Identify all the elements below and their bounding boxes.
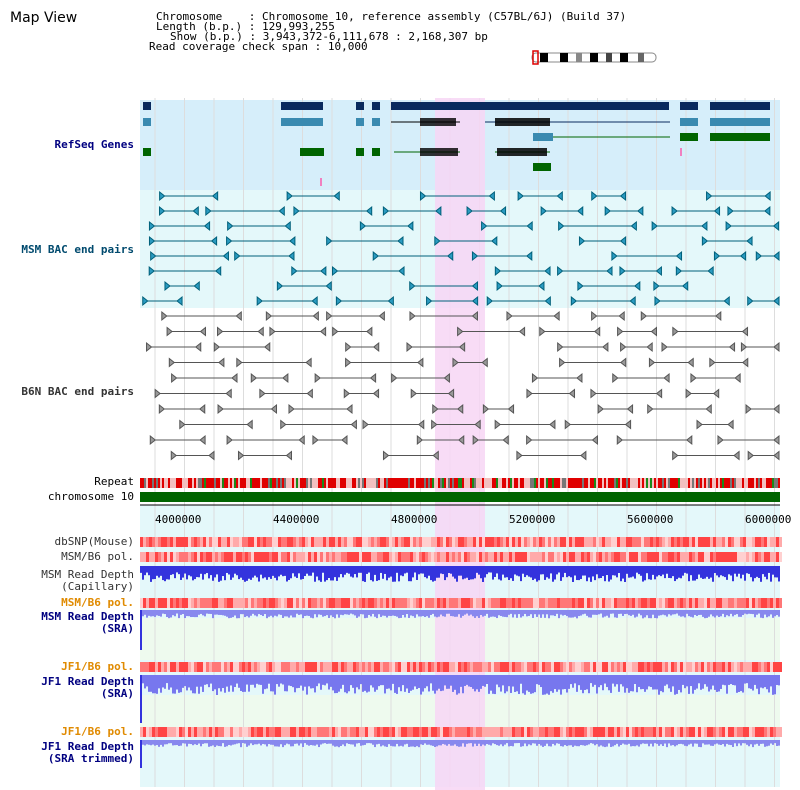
label-msm-b6-pol-1[interactable]: MSM/B6 pol. xyxy=(61,550,134,563)
label-dbsnp[interactable]: dbSNP(Mouse) xyxy=(54,535,134,548)
page-title: Map View xyxy=(10,10,78,26)
label-jf1-depth-sra-1[interactable]: JF1 Read Depth xyxy=(41,675,134,688)
label-msm-depth-sra-2: (SRA) xyxy=(100,622,134,635)
selection-highlight[interactable] xyxy=(435,98,485,790)
length-info: Length (b.p.) : 129,993,255 xyxy=(156,20,335,33)
tick-4000000: 4000000 xyxy=(155,513,201,526)
tick-6000000: 6000000 xyxy=(745,513,791,526)
chromosome-info: Chromosome : Chromosome 10, reference as… xyxy=(156,10,627,23)
length-label: Length (b.p.) xyxy=(156,20,243,33)
label-jf1-depth-sra-2: (SRA) xyxy=(100,687,134,700)
msm-bac-end-pairs[interactable] xyxy=(142,190,780,307)
length-value: 129,993,255 xyxy=(261,20,335,33)
label-msm-depth-sra-1[interactable]: MSM Read Depth xyxy=(41,610,134,623)
label-refseq[interactable]: RefSeq Genes xyxy=(54,138,134,151)
repeat-track[interactable] xyxy=(140,478,780,488)
heat-strips[interactable] xyxy=(140,537,782,737)
label-b6n-bac[interactable]: B6N BAC end pairs xyxy=(21,385,134,398)
refseq-genes[interactable] xyxy=(143,102,770,186)
b6n-bac-end-pairs[interactable] xyxy=(146,310,780,461)
label-msm-depth-cap-1[interactable]: MSM Read Depth xyxy=(41,568,134,581)
show-label: Show (b.p.) xyxy=(170,30,243,43)
label-msm-bac[interactable]: MSM BAC end pairs xyxy=(21,243,134,256)
show-info: Show (b.p.) : 3,943,372-6,111,678 : 2,16… xyxy=(170,30,488,43)
chromosome-value: Chromosome 10, reference assembly (C57BL… xyxy=(261,10,627,23)
label-repeat[interactable]: Repeat xyxy=(94,475,134,488)
tick-4800000: 4800000 xyxy=(391,513,437,526)
chromosome-ideogram[interactable] xyxy=(531,50,657,65)
label-msm-depth-cap-2: (Capillary) xyxy=(61,580,134,593)
label-jf1-depth-trim-2: (SRA trimmed) xyxy=(47,752,134,765)
label-jf1-pol-2[interactable]: JF1/B6 pol. xyxy=(61,725,134,738)
label-jf1-pol-1[interactable]: JF1/B6 pol. xyxy=(61,660,134,673)
coverage-info: Read coverage check span : 10,000 xyxy=(149,40,368,53)
label-chromosome[interactable]: chromosome 10 xyxy=(47,490,134,503)
vertical-grid xyxy=(154,98,775,787)
chromosome-label: Chromosome xyxy=(156,10,223,23)
chromosome-bar[interactable] xyxy=(140,492,780,502)
label-jf1-depth-trim-1[interactable]: JF1 Read Depth xyxy=(41,740,134,753)
tick-5200000: 5200000 xyxy=(509,513,555,526)
depth-tracks[interactable] xyxy=(140,566,780,768)
coverage-label: Read coverage check span xyxy=(149,40,308,53)
label-msm-b6-pol-2[interactable]: MSM/B6 pol. xyxy=(61,596,134,609)
tick-5600000: 5600000 xyxy=(627,513,673,526)
show-value: 3,943,372-6,111,678 : 2,168,307 bp xyxy=(262,30,488,43)
tick-4400000: 4400000 xyxy=(273,513,319,526)
coverage-value: 10,000 xyxy=(327,40,368,53)
